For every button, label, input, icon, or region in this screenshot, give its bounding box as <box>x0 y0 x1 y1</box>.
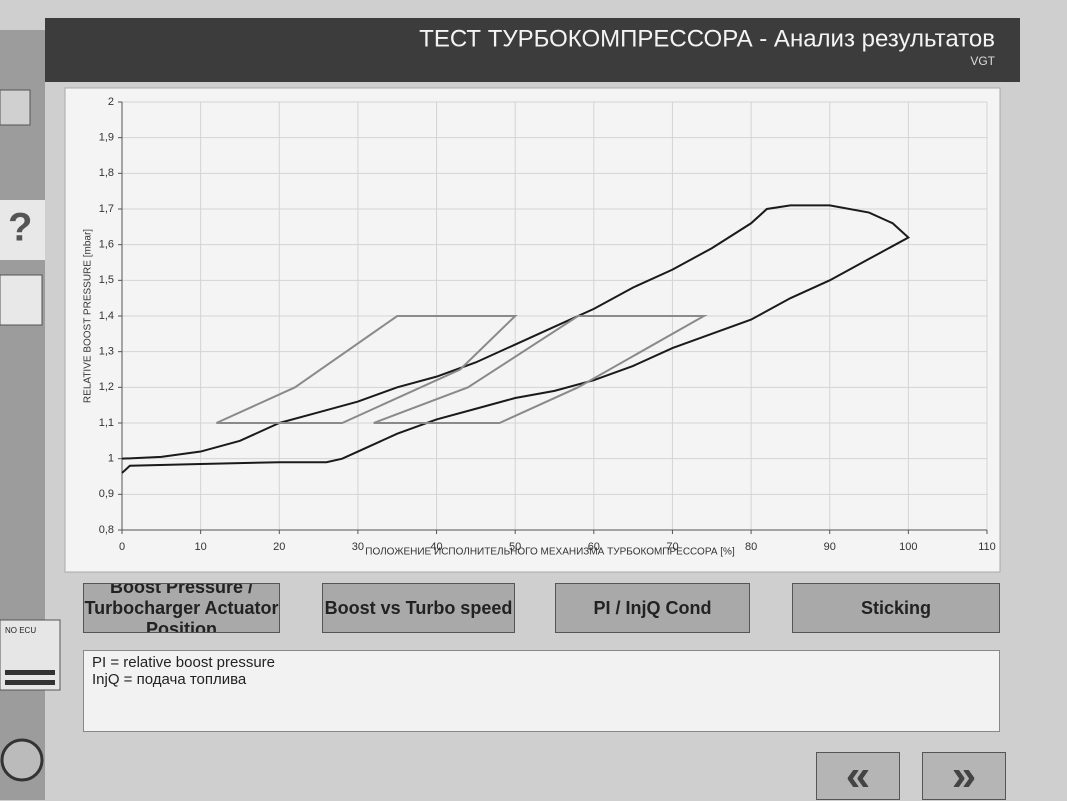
x-tick-label: 100 <box>899 541 917 553</box>
y-axis-label: RELATIVE BOOST PRESSURE [mbar] <box>83 229 94 403</box>
y-tick-label: 1,3 <box>99 346 114 358</box>
help-glyph: ? <box>8 206 32 250</box>
y-tick-label: 1,2 <box>99 381 114 393</box>
y-tick-label: 1,4 <box>99 310 114 322</box>
ecu-status: NO ECU <box>5 626 36 635</box>
series-line <box>215 315 518 424</box>
x-axis-label: ПОЛОЖЕНИЕ ИСПОЛНИТЕЛЬНОГО МЕХАНИЗМА ТУРБ… <box>365 547 735 558</box>
y-tick-label: 0,8 <box>99 524 114 536</box>
x-tick-label: 90 <box>824 541 836 553</box>
y-tick-label: 0,9 <box>99 488 114 500</box>
truck-icon[interactable] <box>0 89 31 126</box>
tab-button[interactable]: Boost vs Turbo speed <box>322 583 515 633</box>
y-tick-label: 1 <box>108 453 114 465</box>
header-title: ТЕСТ ТУРБОКОМПРЕССОРА - Анализ результат… <box>419 25 995 52</box>
y-tick-label: 1,9 <box>99 132 114 144</box>
note-line: InjQ = подача топлива <box>92 671 247 688</box>
tab-button[interactable]: PI / InjQ Cond <box>555 583 750 633</box>
x-tick-label: 60 <box>588 541 600 553</box>
notes-box[interactable]: PI = relative boost pressure InjQ = пода… <box>83 650 1000 732</box>
stop-icon[interactable] <box>0 738 44 782</box>
series-line <box>373 315 708 424</box>
chart: RELATIVE BOOST PRESSURE [mbar] ПОЛОЖЕНИЕ… <box>83 96 996 558</box>
ecu-bar <box>5 670 55 675</box>
y-tick-label: 1,8 <box>99 167 114 179</box>
x-tick-label: 0 <box>119 541 125 553</box>
y-tick-label: 1,6 <box>99 239 114 251</box>
note-line: PI = relative boost pressure <box>92 654 276 671</box>
header-subtitle: VGT <box>970 54 995 68</box>
ecu-box <box>0 619 61 691</box>
x-tick-label: 30 <box>352 541 364 553</box>
x-tick-label: 10 <box>195 541 207 553</box>
x-tick-label: 40 <box>430 541 442 553</box>
print-icon[interactable] <box>0 274 43 326</box>
x-tick-label: 50 <box>509 541 521 553</box>
forward-button[interactable]: » <box>922 751 1006 800</box>
chart-panel <box>64 87 1001 573</box>
ecu-bar <box>5 680 55 685</box>
tab-button[interactable]: Boost Pressure / Turbocharger Actuator P… <box>83 583 280 633</box>
x-tick-label: 20 <box>273 541 285 553</box>
x-tick-label: 110 <box>978 541 996 553</box>
x-tick-label: 80 <box>745 541 757 553</box>
back-button[interactable]: « <box>816 751 900 800</box>
tab-button[interactable]: Sticking <box>792 583 1000 633</box>
help-icon[interactable] <box>0 200 45 260</box>
x-tick-label: 70 <box>666 541 678 553</box>
series-line <box>121 204 911 474</box>
y-tick-label: 2 <box>108 96 114 108</box>
y-tick-label: 1,5 <box>99 274 114 286</box>
y-tick-label: 1,1 <box>99 417 114 429</box>
header-bar <box>45 18 1020 82</box>
y-tick-label: 1,7 <box>99 203 114 215</box>
